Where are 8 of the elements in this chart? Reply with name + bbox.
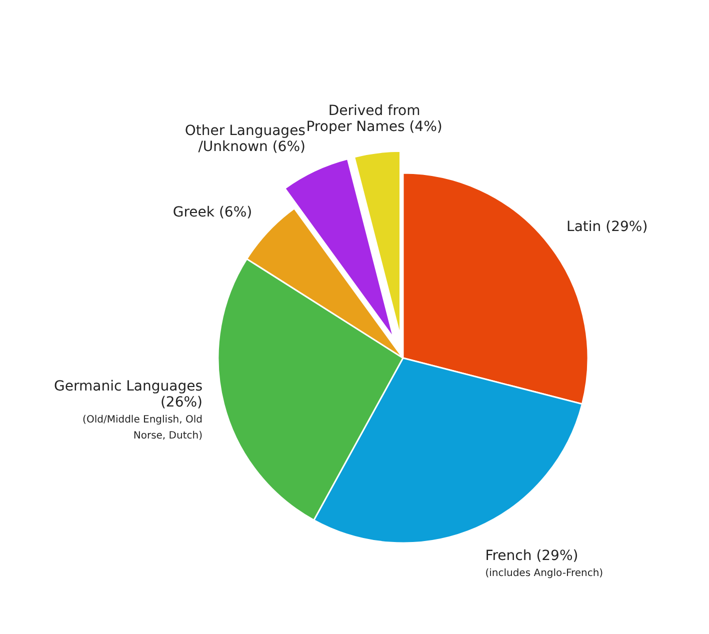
- slice-label: French (29%): [485, 548, 578, 564]
- text: (Old/Middle English, Old Norse, Dutch): [82, 414, 203, 442]
- slice-label: Latin (29%): [566, 219, 648, 236]
- slice-label: Germanic Languages (26%): [54, 378, 203, 410]
- text: (includes Anglo-French): [485, 568, 604, 579]
- slice-label: Greek (6%): [172, 204, 252, 220]
- slice-label: Derived from Proper Names (4%): [306, 102, 442, 135]
- slice-label: Other Languages /Unknown (6%): [184, 122, 306, 155]
